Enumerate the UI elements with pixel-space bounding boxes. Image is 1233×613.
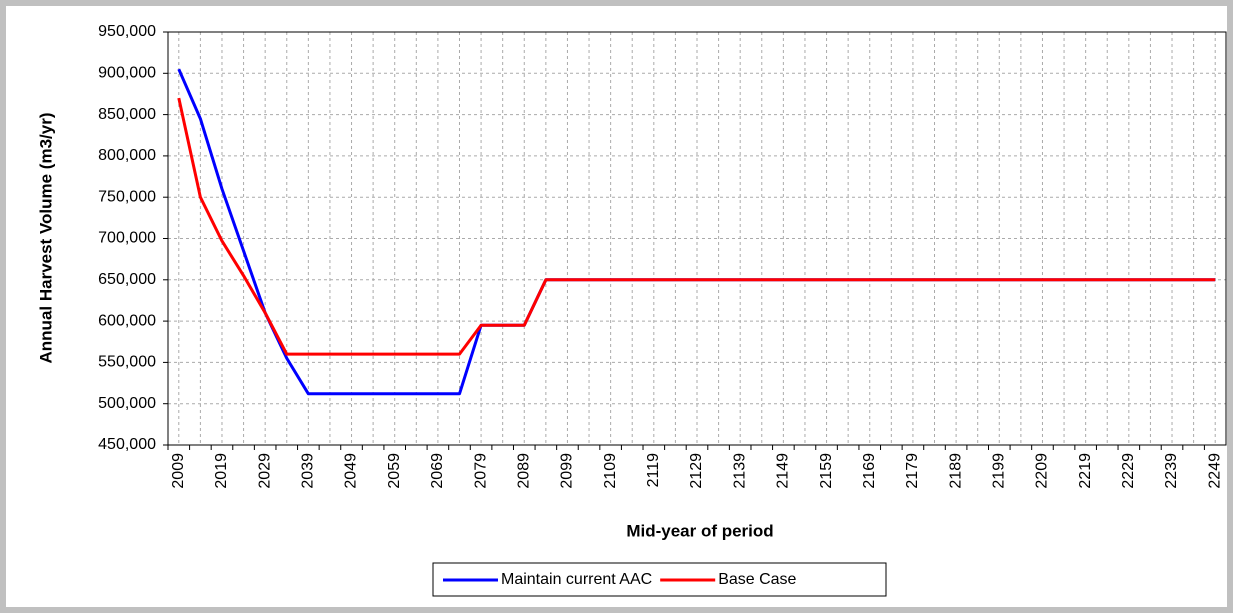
y-tick-label: 900,000 xyxy=(98,65,156,82)
y-tick-label: 500,000 xyxy=(98,395,156,412)
x-tick-label: 2089 xyxy=(515,453,532,489)
y-tick-label: 550,000 xyxy=(98,354,156,371)
x-tick-label: 2079 xyxy=(472,453,489,489)
y-tick-label: 950,000 xyxy=(98,23,156,40)
x-tick-label: 2129 xyxy=(688,453,705,489)
legend-label: Maintain current AAC xyxy=(501,571,652,588)
x-tick-label: 2169 xyxy=(861,453,878,489)
y-tick-label: 850,000 xyxy=(98,106,156,123)
x-tick-label: 2249 xyxy=(1206,453,1223,489)
x-tick-label: 2119 xyxy=(645,453,662,488)
y-tick-label: 600,000 xyxy=(98,312,156,329)
x-axis-title: Mid-year of period xyxy=(626,521,773,540)
x-tick-label: 2049 xyxy=(343,453,360,489)
x-tick-label: 2139 xyxy=(731,453,748,489)
legend-box xyxy=(432,562,887,597)
x-tick-label: 2229 xyxy=(1120,453,1137,489)
x-tick-label: 2109 xyxy=(602,453,619,489)
x-tick-label: 2149 xyxy=(775,453,792,489)
y-axis-title: Annual Harvest Volume (m3/yr) xyxy=(36,113,55,364)
x-tick-label: 2019 xyxy=(213,453,230,489)
x-tick-label: 2199 xyxy=(991,453,1008,489)
series-line xyxy=(177,97,1216,356)
x-tick-label: 2179 xyxy=(904,453,921,489)
x-tick-label: 2099 xyxy=(559,453,576,489)
y-tick-label: 450,000 xyxy=(98,436,156,453)
x-tick-label: 2239 xyxy=(1163,453,1180,489)
x-tick-label: 2159 xyxy=(818,453,835,489)
x-tick-label: 2069 xyxy=(429,453,446,489)
plot-border xyxy=(167,31,1227,446)
legend-label: Base Case xyxy=(718,571,796,588)
x-tick-label: 2209 xyxy=(1034,453,1051,489)
y-tick-label: 650,000 xyxy=(98,271,156,288)
x-tick-label: 2039 xyxy=(300,453,317,489)
x-tick-label: 2219 xyxy=(1077,453,1094,489)
x-tick-label: 2189 xyxy=(947,453,964,489)
x-tick-label: 2029 xyxy=(256,453,273,489)
x-tick-label: 2059 xyxy=(386,453,403,489)
y-tick-label: 750,000 xyxy=(98,188,156,205)
y-tick-label: 800,000 xyxy=(98,147,156,164)
y-tick-label: 700,000 xyxy=(98,230,156,247)
x-tick-label: 2009 xyxy=(170,453,187,489)
